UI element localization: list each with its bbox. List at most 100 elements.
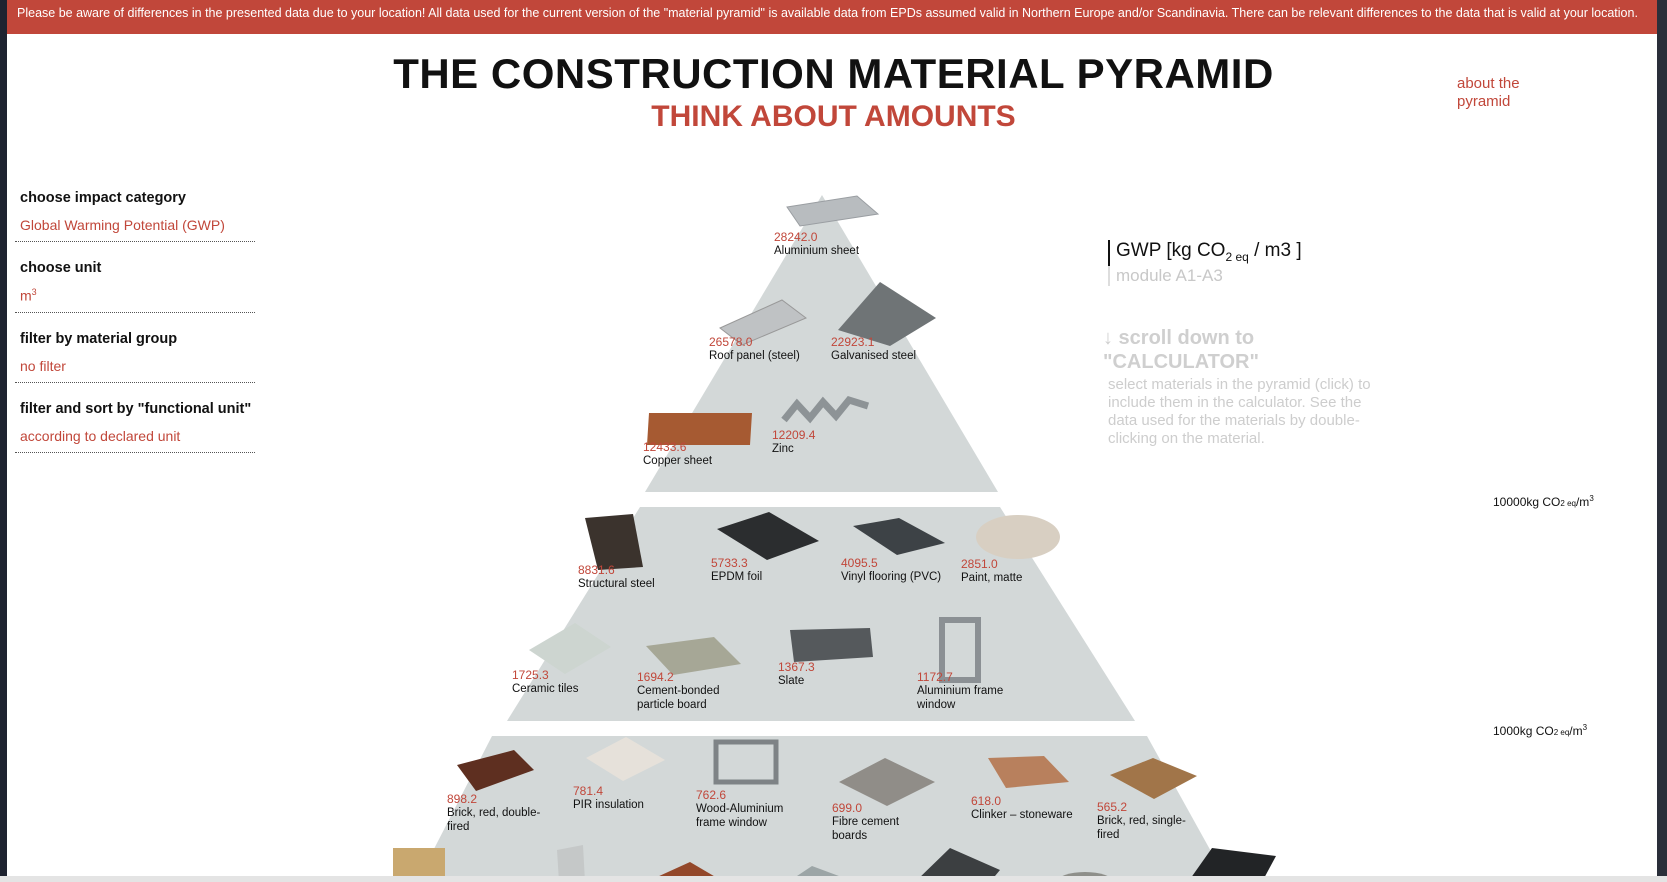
filter-panel: choose impact category Global Warming Po… — [15, 190, 255, 471]
page-subtitle: THINK ABOUT AMOUNTS — [651, 100, 1016, 133]
material-aluminium-frame-window[interactable]: 1172.7 Aluminium frame window — [917, 670, 1012, 712]
gwp-unit-legend: GWP [kg CO2 eq / m3 ] — [1108, 240, 1302, 268]
aluminium-sheet-image[interactable] — [786, 195, 880, 227]
material-name: Roof panel (steel) — [709, 350, 800, 362]
unit-label: choose unit — [20, 260, 102, 276]
impact-category-select[interactable]: Global Warming Potential (GWP) — [20, 217, 225, 233]
scale-label-sup: 3 — [1582, 723, 1588, 732]
bottom-window-edge — [0, 876, 1667, 882]
location-warning-banner: Please be aware of differences in the pr… — [7, 0, 1657, 34]
functional-unit-select[interactable]: according to declared unit — [20, 427, 181, 444]
material-pir-insulation[interactable]: 781.4 PIR insulation — [573, 784, 644, 812]
material-name: Cement-bonded particle board — [637, 685, 720, 711]
brick-single-fired-image[interactable] — [1110, 758, 1197, 799]
material-ceramic-tiles[interactable]: 1725.3 Ceramic tiles — [512, 668, 578, 696]
cement-board-image[interactable] — [646, 637, 741, 675]
material-slate[interactable]: 1367.3 Slate — [778, 660, 815, 688]
material-wood-aluminium-frame-window[interactable]: 762.6 Wood-Aluminium frame window — [696, 788, 791, 830]
material-fibre-cement-boards[interactable]: 699.0 Fibre cement boards — [832, 801, 912, 843]
material-value: 12209.4 — [772, 428, 816, 442]
material-brick-red-double-fired[interactable]: 898.2 Brick, red, double-fired — [447, 792, 542, 834]
wood-aluminium-window-image[interactable] — [713, 739, 779, 785]
material-cement-bonded-particle-board[interactable]: 1694.2 Cement-bonded particle board — [637, 670, 737, 712]
about-link[interactable]: about the pyramid — [1457, 75, 1520, 110]
structural-steel-image[interactable] — [585, 514, 643, 570]
material-name: Ceramic tiles — [512, 683, 579, 695]
scroll-down-hint[interactable]: ↓ scroll down to "CALCULATOR" — [1103, 326, 1259, 374]
scale-label-prefix: 10000kg CO — [1493, 495, 1561, 509]
scale-label-1000: 1000kg CO2 eq/m3 — [1493, 723, 1587, 738]
material-name: Aluminium frame window — [917, 685, 1004, 711]
material-clinker-stoneware[interactable]: 618.0 Clinker – stoneware — [971, 794, 1073, 822]
pyramid-tiers — [417, 195, 1228, 882]
scale-label-prefix: 1000kg CO — [1493, 724, 1554, 738]
partial-material-image-a[interactable] — [557, 845, 585, 882]
material-name: EPDM foil — [711, 571, 763, 583]
material-aluminium-sheet[interactable]: 28242.0 Aluminium sheet — [774, 230, 859, 258]
material-value: 565.2 — [1097, 800, 1128, 814]
material-name: Aluminium sheet — [774, 245, 860, 257]
material-group-select[interactable]: no filter — [20, 357, 66, 374]
material-value: 4095.5 — [841, 556, 878, 570]
material-name: Clinker – stoneware — [971, 809, 1073, 821]
material-copper-sheet[interactable]: 12433.6 Copper sheet — [643, 440, 712, 468]
fibre-cement-image[interactable] — [839, 758, 935, 806]
banner-text: Please be aware of differences in the pr… — [17, 6, 1638, 20]
material-value: 1172.7 — [917, 670, 953, 684]
galvanised-steel-image[interactable] — [838, 282, 936, 346]
unit-value: m — [20, 287, 32, 304]
functional-unit-filter: filter and sort by "functional unit" acc… — [15, 401, 255, 453]
ceramic-tiles-image[interactable] — [529, 623, 611, 674]
impact-category-label: choose impact category — [20, 190, 186, 206]
material-value: 26578.0 — [709, 335, 753, 349]
material-vinyl-flooring[interactable]: 4095.5 Vinyl flooring (PVC) — [841, 556, 941, 584]
epdm-foil-image[interactable] — [717, 512, 819, 560]
material-value: 28242.0 — [774, 230, 818, 244]
clinker-stoneware-image[interactable] — [988, 756, 1069, 788]
material-value: 898.2 — [447, 792, 478, 806]
material-name: Slate — [778, 675, 805, 687]
material-name: PIR insulation — [573, 799, 644, 811]
material-value: 699.0 — [832, 801, 863, 815]
material-roof-panel-steel[interactable]: 26578.0 Roof panel (steel) — [709, 335, 800, 363]
material-galvanised-steel[interactable]: 22923.1 Galvanised steel — [831, 335, 916, 363]
vinyl-flooring-image[interactable] — [853, 518, 945, 555]
scroll-hint-line-2: "CALCULATOR" — [1103, 351, 1259, 373]
left-window-edge — [0, 0, 7, 882]
material-name: Brick, red, single-fired — [1097, 815, 1186, 841]
scroll-hint-line-1: ↓ scroll down to — [1103, 327, 1255, 349]
copper-sheet-image[interactable] — [647, 413, 752, 445]
impact-category-filter: choose impact category Global Warming Po… — [15, 190, 255, 242]
scale-label-sub: 2 eq — [1553, 728, 1570, 737]
partial-material-image-d[interactable] — [915, 848, 1000, 882]
paint-matte-image[interactable] — [976, 515, 1060, 559]
material-paint-matte[interactable]: 2851.0 Paint, matte — [961, 557, 1022, 585]
partial-material-image-f[interactable] — [1188, 848, 1276, 882]
pir-insulation-image[interactable] — [586, 737, 665, 781]
gwp-legend-prefix: GWP [kg CO — [1116, 240, 1226, 261]
material-value: 12433.6 — [643, 440, 687, 454]
material-value: 8831.6 — [578, 563, 615, 577]
material-name: Zinc — [772, 443, 794, 455]
slate-image[interactable] — [790, 628, 873, 662]
scale-label-suffix: /m — [1569, 724, 1583, 738]
page-title: THE CONSTRUCTION MATERIAL PYRAMID — [393, 50, 1274, 97]
material-group-label: filter by material group — [20, 330, 178, 347]
zinc-image[interactable] — [781, 395, 870, 424]
material-name: Copper sheet — [643, 455, 713, 467]
material-name: Structural steel — [578, 578, 655, 590]
unit-select[interactable]: m3 — [20, 287, 255, 312]
right-window-edge — [1657, 0, 1667, 882]
unit-exponent: 3 — [31, 287, 37, 297]
material-structural-steel[interactable]: 8831.6 Structural steel — [578, 563, 655, 591]
roof-panel-image[interactable] — [719, 299, 807, 346]
material-brick-red-single-fired[interactable]: 565.2 Brick, red, single-fired — [1097, 800, 1197, 842]
material-name: Vinyl flooring (PVC) — [841, 571, 942, 583]
material-epdm-foil[interactable]: 5733.3 EPDM foil — [711, 556, 762, 584]
material-name: Galvanised steel — [831, 350, 917, 362]
brick-double-fired-image[interactable] — [457, 750, 534, 791]
aluminium-window-image[interactable] — [939, 617, 981, 683]
scale-label-sup: 3 — [1589, 494, 1594, 503]
material-zinc[interactable]: 12209.4 Zinc — [772, 428, 815, 456]
